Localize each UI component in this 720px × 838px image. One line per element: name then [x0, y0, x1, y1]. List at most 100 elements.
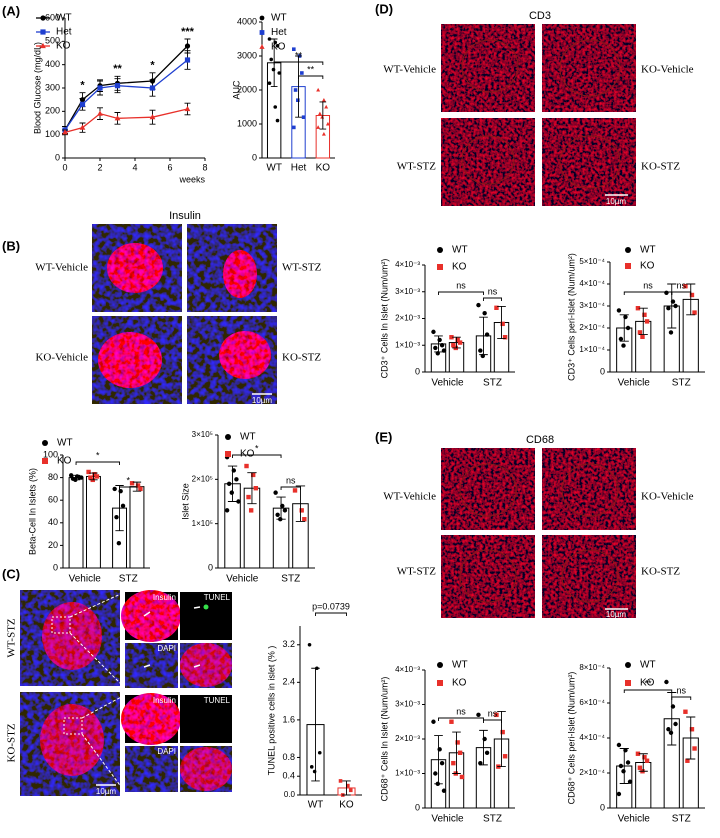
data-point: [668, 330, 674, 335]
y-tick-label: 1×10⁵: [192, 519, 213, 528]
y-tick-label: 100: [45, 129, 60, 139]
micrograph: [542, 118, 636, 206]
data-point: [692, 310, 697, 315]
data-point: [149, 85, 156, 91]
data-point: [86, 469, 91, 475]
data-point: [248, 508, 254, 513]
panel-label: (A): [2, 3, 20, 18]
y-tick-label: 3000: [237, 50, 257, 60]
channel-label: TUNEL: [204, 696, 231, 705]
data-point: [439, 343, 445, 348]
x-tick-label: 8: [202, 162, 207, 172]
data-point: [325, 121, 330, 126]
data-point: [224, 508, 230, 513]
image-label: KO-STZ: [641, 161, 680, 173]
data-point: [616, 308, 622, 313]
data-point: [637, 330, 643, 335]
y-tick-label: 4000: [237, 16, 257, 26]
y-tick-label: 2000: [237, 84, 257, 94]
cd3-images: CD3 10µm WT-Vehicle KO-Vehicle WT-STZ KO…: [383, 10, 693, 206]
y-tick-label: 0: [55, 152, 60, 162]
error-bar: [342, 780, 351, 796]
data-point: [309, 765, 314, 769]
tunel-images: WT-STZ KO-STZ Insulin TUNEL DAPI Insulin…: [6, 590, 232, 796]
legend-label: WT: [57, 438, 73, 449]
error-bar: [619, 314, 629, 342]
image-label: KO-Vehicle: [35, 352, 88, 364]
significance-label: **: [113, 63, 122, 75]
islet: [98, 332, 162, 388]
data-point: [640, 334, 645, 339]
panel-label: (C): [2, 566, 20, 581]
data-point: [683, 284, 688, 289]
channel-label: Insulin: [153, 696, 176, 705]
image-label: WT-STZ: [397, 161, 437, 173]
x-tick-label: Vehicle: [431, 378, 464, 389]
x-tick-label: WT: [308, 800, 324, 811]
data-point: [316, 125, 321, 129]
cd68-images: CD68 10µm WT-Vehicle KO-Vehicle WT-STZ K…: [383, 434, 693, 619]
data-point: [273, 490, 278, 495]
y-tick-label: 20: [48, 540, 58, 550]
data-point: [299, 508, 304, 513]
error-bar: [452, 731, 461, 774]
data-point: [120, 503, 126, 509]
data-point: [277, 71, 282, 75]
data-point: [692, 746, 697, 751]
data-point: [79, 101, 86, 107]
data-point: [621, 343, 626, 348]
data-point: [625, 760, 631, 765]
legend-marker: [259, 30, 265, 35]
y-tick-label: 2×10⁻⁴: [579, 768, 605, 777]
error-bar: [497, 306, 506, 340]
data-point: [689, 727, 695, 732]
data-point: [494, 712, 499, 718]
islet-outline: [461, 135, 515, 185]
legend-marker: [225, 434, 231, 440]
image-label: WT-Vehicle: [383, 64, 436, 76]
y-tick-label: 0: [252, 152, 257, 162]
y-tick-label: 2×10⁻³: [395, 314, 420, 323]
x-tick-label: STZ: [483, 378, 502, 389]
data-point: [316, 87, 321, 92]
data-point: [267, 37, 272, 41]
zoom-box: [63, 717, 83, 735]
significance-bracket: [483, 297, 502, 301]
y-axis-label: CD68⁺ Cells peri-Islet (Num/um²): [566, 672, 576, 805]
error-bar: [619, 748, 629, 784]
islet-outline: [559, 135, 621, 189]
y-tick-label: 4×10⁻³: [395, 260, 420, 269]
data-point: [296, 98, 300, 102]
series-line: [64, 108, 188, 133]
image-title: Insulin: [169, 210, 201, 222]
data-point: [307, 642, 312, 647]
data-point: [246, 494, 251, 500]
data-point: [476, 302, 481, 308]
legend-marker: [625, 680, 631, 686]
bar: [85, 475, 101, 569]
data-point: [500, 321, 505, 327]
data-point: [62, 129, 68, 135]
legend-marker: [437, 680, 443, 686]
data-point: [234, 477, 239, 482]
y-tick-label: 3×10⁻⁴: [579, 301, 605, 310]
significance-label: **: [307, 64, 315, 74]
y-axis-label: CD68⁺ Cells In Islet (Num/um²): [379, 677, 389, 802]
data-point: [457, 340, 463, 345]
legend-label: Het: [56, 27, 72, 38]
micrograph: [542, 535, 636, 618]
data-point: [459, 774, 465, 780]
data-point: [129, 481, 135, 486]
data-point: [642, 312, 647, 317]
data-point: [455, 740, 460, 745]
data-point: [478, 760, 483, 766]
data-point: [269, 57, 274, 62]
data-point: [292, 125, 296, 130]
y-tick-label: 80: [48, 472, 58, 482]
y-tick-label: 1000: [237, 118, 257, 128]
data-point: [114, 115, 121, 121]
significance-label: p=0.0739: [312, 601, 350, 611]
data-point: [644, 319, 650, 324]
data-point: [149, 114, 156, 120]
channel-label: DAPI: [157, 644, 176, 653]
